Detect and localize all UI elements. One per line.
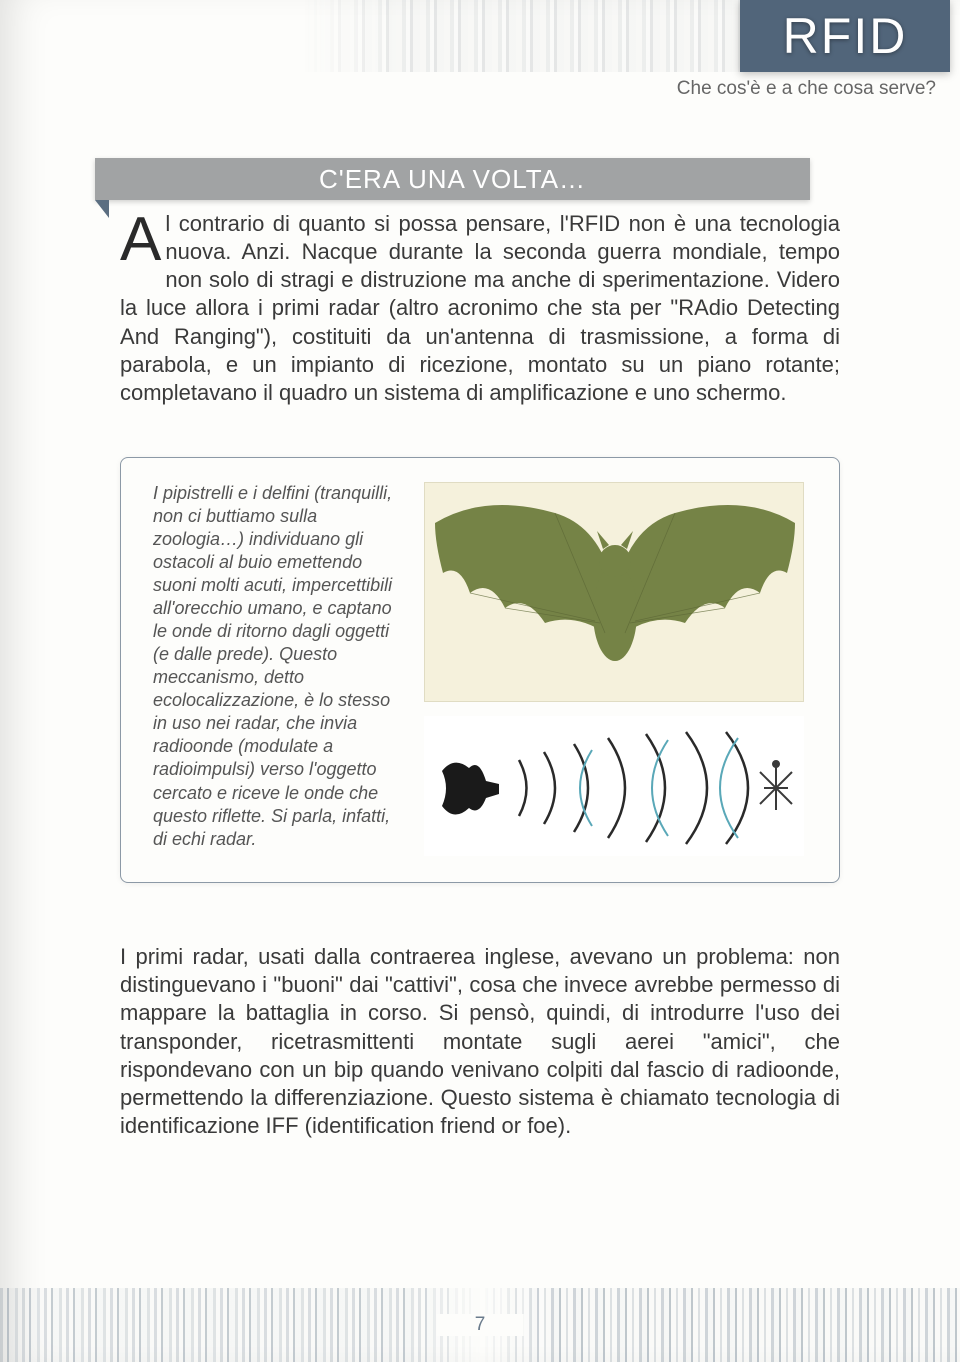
page-number: 7 [475, 1314, 486, 1335]
page-number-wrap: 7 [437, 1314, 524, 1336]
rfid-badge-text: RFID [783, 7, 908, 65]
echo-waves-icon [424, 716, 804, 856]
paragraph-1-text: l contrario di quanto si possa pensare, … [120, 211, 840, 405]
paragraph-1: Al contrario di quanto si possa pensare,… [120, 210, 840, 407]
section-title-text: C'ERA UNA VOLTA… [319, 164, 586, 195]
callout-box: I pipistrelli e i delfini (tranquilli, n… [120, 457, 840, 883]
section-title-banner: C'ERA UNA VOLTA… [95, 158, 810, 200]
dropcap: A [120, 210, 165, 267]
bat-illustration [424, 482, 804, 702]
content-area: Al contrario di quanto si possa pensare,… [120, 210, 840, 1140]
callout-images [417, 482, 811, 856]
ribbon-tail-icon [95, 200, 109, 218]
page: RFID Che cos'è e a che cosa serve? C'ERA… [0, 0, 960, 1362]
rfid-badge: RFID [740, 0, 950, 72]
echolocation-diagram [424, 716, 804, 856]
header-subtitle: Che cos'è e a che cosa serve? [677, 78, 936, 100]
barcode-bars-left [0, 1288, 480, 1362]
callout-text: I pipistrelli e i delfini (tranquilli, n… [153, 482, 393, 856]
barcode-bars-right [480, 1288, 960, 1362]
paragraph-2: I primi radar, usati dalla contraerea in… [120, 943, 840, 1140]
bat-engraving-icon [425, 483, 804, 702]
